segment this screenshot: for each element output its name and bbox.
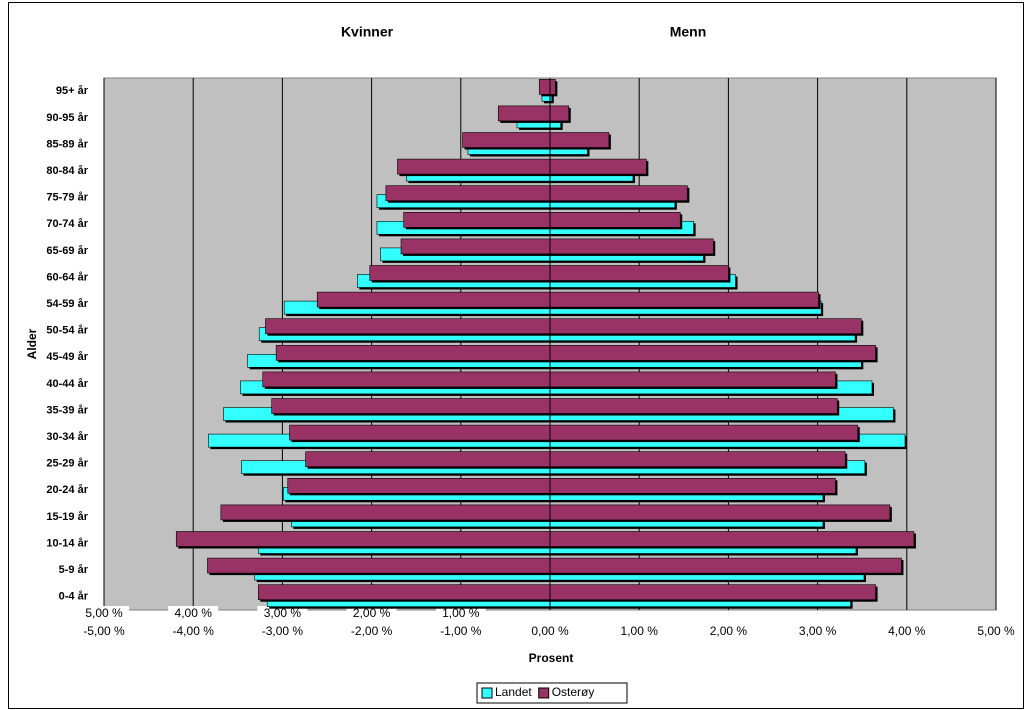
bar	[549, 344, 876, 361]
y-tick-label: 54-59 år	[46, 298, 88, 310]
bar	[549, 477, 836, 494]
x-tick-hidden-label: -5,00 %	[83, 624, 125, 638]
y-tick-label: 10-14 år	[46, 537, 88, 549]
bar	[549, 79, 556, 95]
y-tick-label: 30-34 år	[46, 431, 88, 443]
bar	[549, 531, 915, 547]
y-tick-label: 5-9 år	[59, 564, 89, 576]
x-tick-label-bg	[257, 606, 308, 621]
x-tick-label: 1,00 %	[621, 624, 659, 638]
legend-box	[476, 682, 628, 704]
legend-swatch	[481, 687, 493, 699]
bar	[549, 105, 570, 122]
y-tick-label: 45-49 år	[46, 351, 88, 363]
bar	[462, 132, 551, 148]
x-tick-label: 3,00 %	[799, 624, 837, 638]
x-tick-label: 5,00 %	[977, 624, 1015, 638]
bar	[265, 318, 551, 335]
left-title: Kvinner	[341, 24, 394, 40]
y-tick-label: 90-95 år	[46, 112, 88, 124]
bar	[549, 238, 714, 255]
x-tick-label: 3,00 %	[264, 606, 302, 620]
x-axis-title: Prosent	[529, 651, 574, 665]
bar	[549, 291, 819, 308]
bar	[549, 398, 838, 414]
x-tick-label: 4,00 %	[888, 624, 926, 638]
bar	[262, 371, 551, 388]
y-tick-label: 75-79 år	[46, 192, 88, 204]
y-tick-label: 25-29 år	[46, 458, 88, 470]
bar	[549, 424, 859, 441]
bar	[258, 584, 551, 601]
x-tick-label: 2,00 %	[353, 606, 391, 620]
bar	[271, 398, 551, 414]
y-tick-label: 40-44 år	[46, 378, 88, 390]
bar	[385, 185, 551, 201]
bar	[549, 451, 846, 468]
bar	[549, 371, 836, 388]
bar	[549, 504, 891, 521]
bar-shadow	[552, 90, 554, 104]
y-tick-label: 95+ år	[56, 85, 89, 97]
legend-label: Landet	[495, 685, 532, 699]
bar	[287, 477, 551, 494]
x-tick-label: 0,00 %	[531, 624, 569, 638]
bar	[397, 158, 551, 175]
bar	[400, 238, 551, 255]
bar	[403, 212, 551, 228]
y-axis-title: Alder	[25, 328, 39, 359]
bar	[207, 557, 551, 574]
legend-label: Osterøy	[552, 685, 595, 699]
bar	[549, 158, 647, 175]
bar	[549, 185, 688, 201]
x-tick-hidden-label: -3,00 %	[262, 624, 304, 638]
bar	[549, 265, 729, 281]
bar	[275, 344, 551, 361]
x-tick-hidden-label: -1,00 %	[440, 624, 482, 638]
bar	[549, 318, 862, 335]
y-tick-label: 35-39 år	[46, 404, 88, 416]
right-title: Menn	[670, 24, 707, 40]
bar	[175, 531, 551, 547]
bar	[305, 451, 551, 468]
x-tick-hidden-label: -2,00 %	[351, 624, 393, 638]
bar	[369, 265, 551, 281]
x-tick-label: 1,00 %	[442, 606, 480, 620]
y-tick-label: 85-89 år	[46, 138, 88, 150]
x-tick-label-bg	[168, 606, 219, 621]
y-tick-label: 0-4 år	[59, 591, 89, 603]
bar	[549, 584, 876, 601]
y-tick-label: 15-19 år	[46, 511, 88, 523]
y-tick-label: 70-74 år	[46, 218, 88, 230]
x-tick-label: 2,00 %	[710, 624, 748, 638]
bar	[497, 105, 551, 122]
legend-swatch	[538, 687, 550, 699]
x-tick-label-bg	[346, 606, 397, 621]
x-tick-label-bg	[435, 606, 486, 621]
y-tick-label: 80-84 år	[46, 165, 88, 177]
x-tick-label-bg	[79, 606, 129, 621]
bar	[549, 132, 610, 148]
y-tick-label: 50-54 år	[46, 325, 88, 337]
x-tick-hidden-label: -4,00 %	[173, 624, 215, 638]
y-tick-label: 60-64 år	[46, 271, 88, 283]
bar	[549, 557, 902, 574]
bar	[316, 291, 551, 308]
y-tick-label: 20-24 år	[46, 484, 88, 496]
x-tick-label: 4,00 %	[175, 606, 213, 620]
bar	[538, 79, 551, 95]
bar	[220, 504, 551, 521]
x-tick-label: 5,00 %	[85, 606, 123, 620]
bar	[549, 212, 681, 228]
y-tick-label: 65-69 år	[46, 245, 88, 257]
bar	[289, 424, 551, 441]
